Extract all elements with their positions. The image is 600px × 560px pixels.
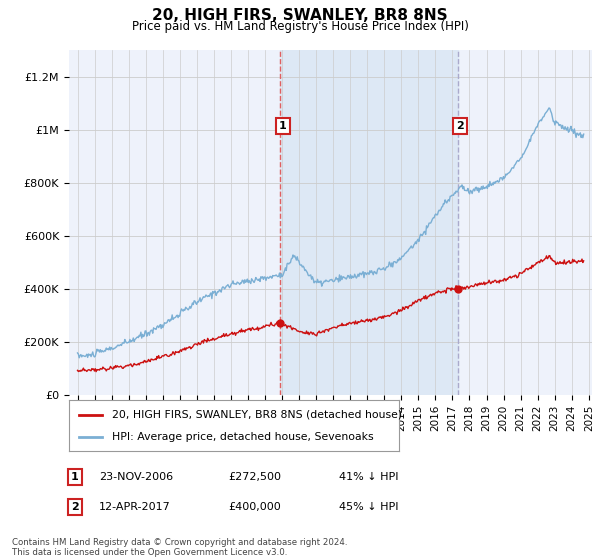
Text: 1: 1 <box>279 121 287 131</box>
Text: 1: 1 <box>71 472 79 482</box>
Text: 45% ↓ HPI: 45% ↓ HPI <box>339 502 398 512</box>
Text: 20, HIGH FIRS, SWANLEY, BR8 8NS: 20, HIGH FIRS, SWANLEY, BR8 8NS <box>152 8 448 24</box>
Text: 41% ↓ HPI: 41% ↓ HPI <box>339 472 398 482</box>
Text: Contains HM Land Registry data © Crown copyright and database right 2024.
This d: Contains HM Land Registry data © Crown c… <box>12 538 347 557</box>
Text: 23-NOV-2006: 23-NOV-2006 <box>99 472 173 482</box>
Text: 2: 2 <box>71 502 79 512</box>
Text: 2: 2 <box>456 121 464 131</box>
Text: 20, HIGH FIRS, SWANLEY, BR8 8NS (detached house): 20, HIGH FIRS, SWANLEY, BR8 8NS (detache… <box>112 409 402 419</box>
Text: £272,500: £272,500 <box>228 472 281 482</box>
Text: Price paid vs. HM Land Registry's House Price Index (HPI): Price paid vs. HM Land Registry's House … <box>131 20 469 32</box>
Bar <box>280 50 458 395</box>
Text: 12-APR-2017: 12-APR-2017 <box>99 502 171 512</box>
Text: HPI: Average price, detached house, Sevenoaks: HPI: Average price, detached house, Seve… <box>112 432 374 442</box>
Text: £400,000: £400,000 <box>228 502 281 512</box>
